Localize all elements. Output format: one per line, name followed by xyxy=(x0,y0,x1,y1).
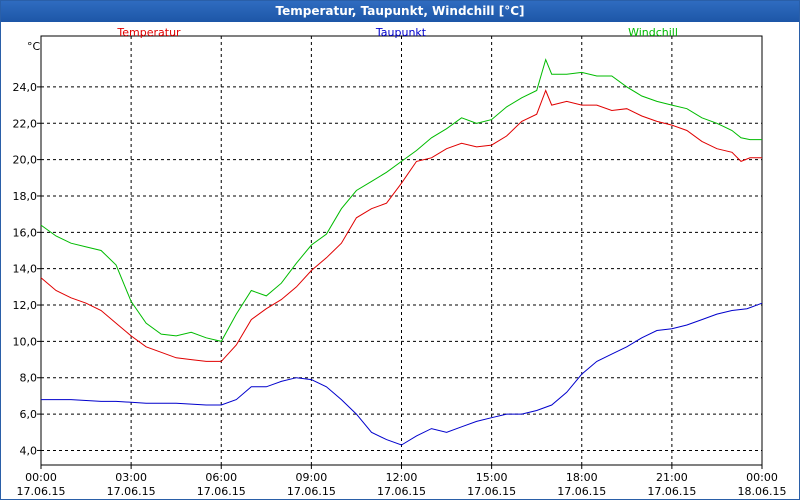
y-tick-label: 22,0 xyxy=(13,117,38,130)
x-tick-time: 09:00 xyxy=(296,471,328,484)
series-lines xyxy=(40,58,763,446)
plot-area xyxy=(40,35,763,466)
x-tick-time: 00:00 xyxy=(746,471,778,484)
x-tick-date: 17.06.15 xyxy=(287,485,336,498)
legend-temperatur: Temperatur xyxy=(116,26,181,39)
series-line-temperatur xyxy=(40,89,762,362)
x-tick-date: 17.06.15 xyxy=(107,485,156,498)
legend-taupunkt: Taupunkt xyxy=(375,26,427,39)
x-tick-time: 00:00 xyxy=(25,471,57,484)
x-tick-date: 17.06.15 xyxy=(197,485,246,498)
y-tick-label: 6,0 xyxy=(20,408,38,421)
y-tick-label: 18,0 xyxy=(13,190,38,203)
x-tick-time: 21:00 xyxy=(656,471,688,484)
grid-lines xyxy=(41,36,762,465)
y-axis-label: °C xyxy=(27,40,41,53)
y-tick-label: 12,0 xyxy=(13,299,38,312)
y-axis-ticks: 4,0 6,0 8,0 10,0 12,0 14,0 16,0 18,0 20,0 22,0 24,… xyxy=(13,81,41,457)
y-tick-label: 10,0 xyxy=(13,335,38,348)
series-line-windchill xyxy=(40,58,762,342)
y-tick-label: 20,0 xyxy=(13,154,38,167)
y-tick-label: 4,0 xyxy=(20,444,38,457)
x-tick-time: 12:00 xyxy=(386,471,418,484)
chart-title: Temperatur, Taupunkt, Windchill [°C] xyxy=(1,1,799,22)
x-tick-time: 06:00 xyxy=(205,471,237,484)
series-line-taupunkt xyxy=(41,302,763,446)
x-tick-date: 18.06.15 xyxy=(738,485,787,498)
x-tick-date: 17.06.15 xyxy=(557,485,606,498)
x-axis-ticks: 00:0017.06.1503:0017.06.1506:0017.06.150… xyxy=(17,465,787,498)
y-tick-label: 24,0 xyxy=(13,81,38,94)
x-tick-time: 03:00 xyxy=(115,471,147,484)
x-tick-date: 17.06.15 xyxy=(377,485,426,498)
x-tick-time: 15:00 xyxy=(476,471,508,484)
x-tick-date: 17.06.15 xyxy=(647,485,696,498)
y-tick-label: 8,0 xyxy=(20,372,38,385)
legend: Temperatur Taupunkt Windchill xyxy=(116,26,678,39)
y-tick-label: 14,0 xyxy=(13,263,38,276)
x-tick-date: 17.06.15 xyxy=(467,485,516,498)
x-tick-time: 18:00 xyxy=(566,471,598,484)
x-tick-date: 17.06.15 xyxy=(17,485,66,498)
legend-windchill: Windchill xyxy=(628,26,678,39)
y-tick-label: 16,0 xyxy=(13,226,38,239)
